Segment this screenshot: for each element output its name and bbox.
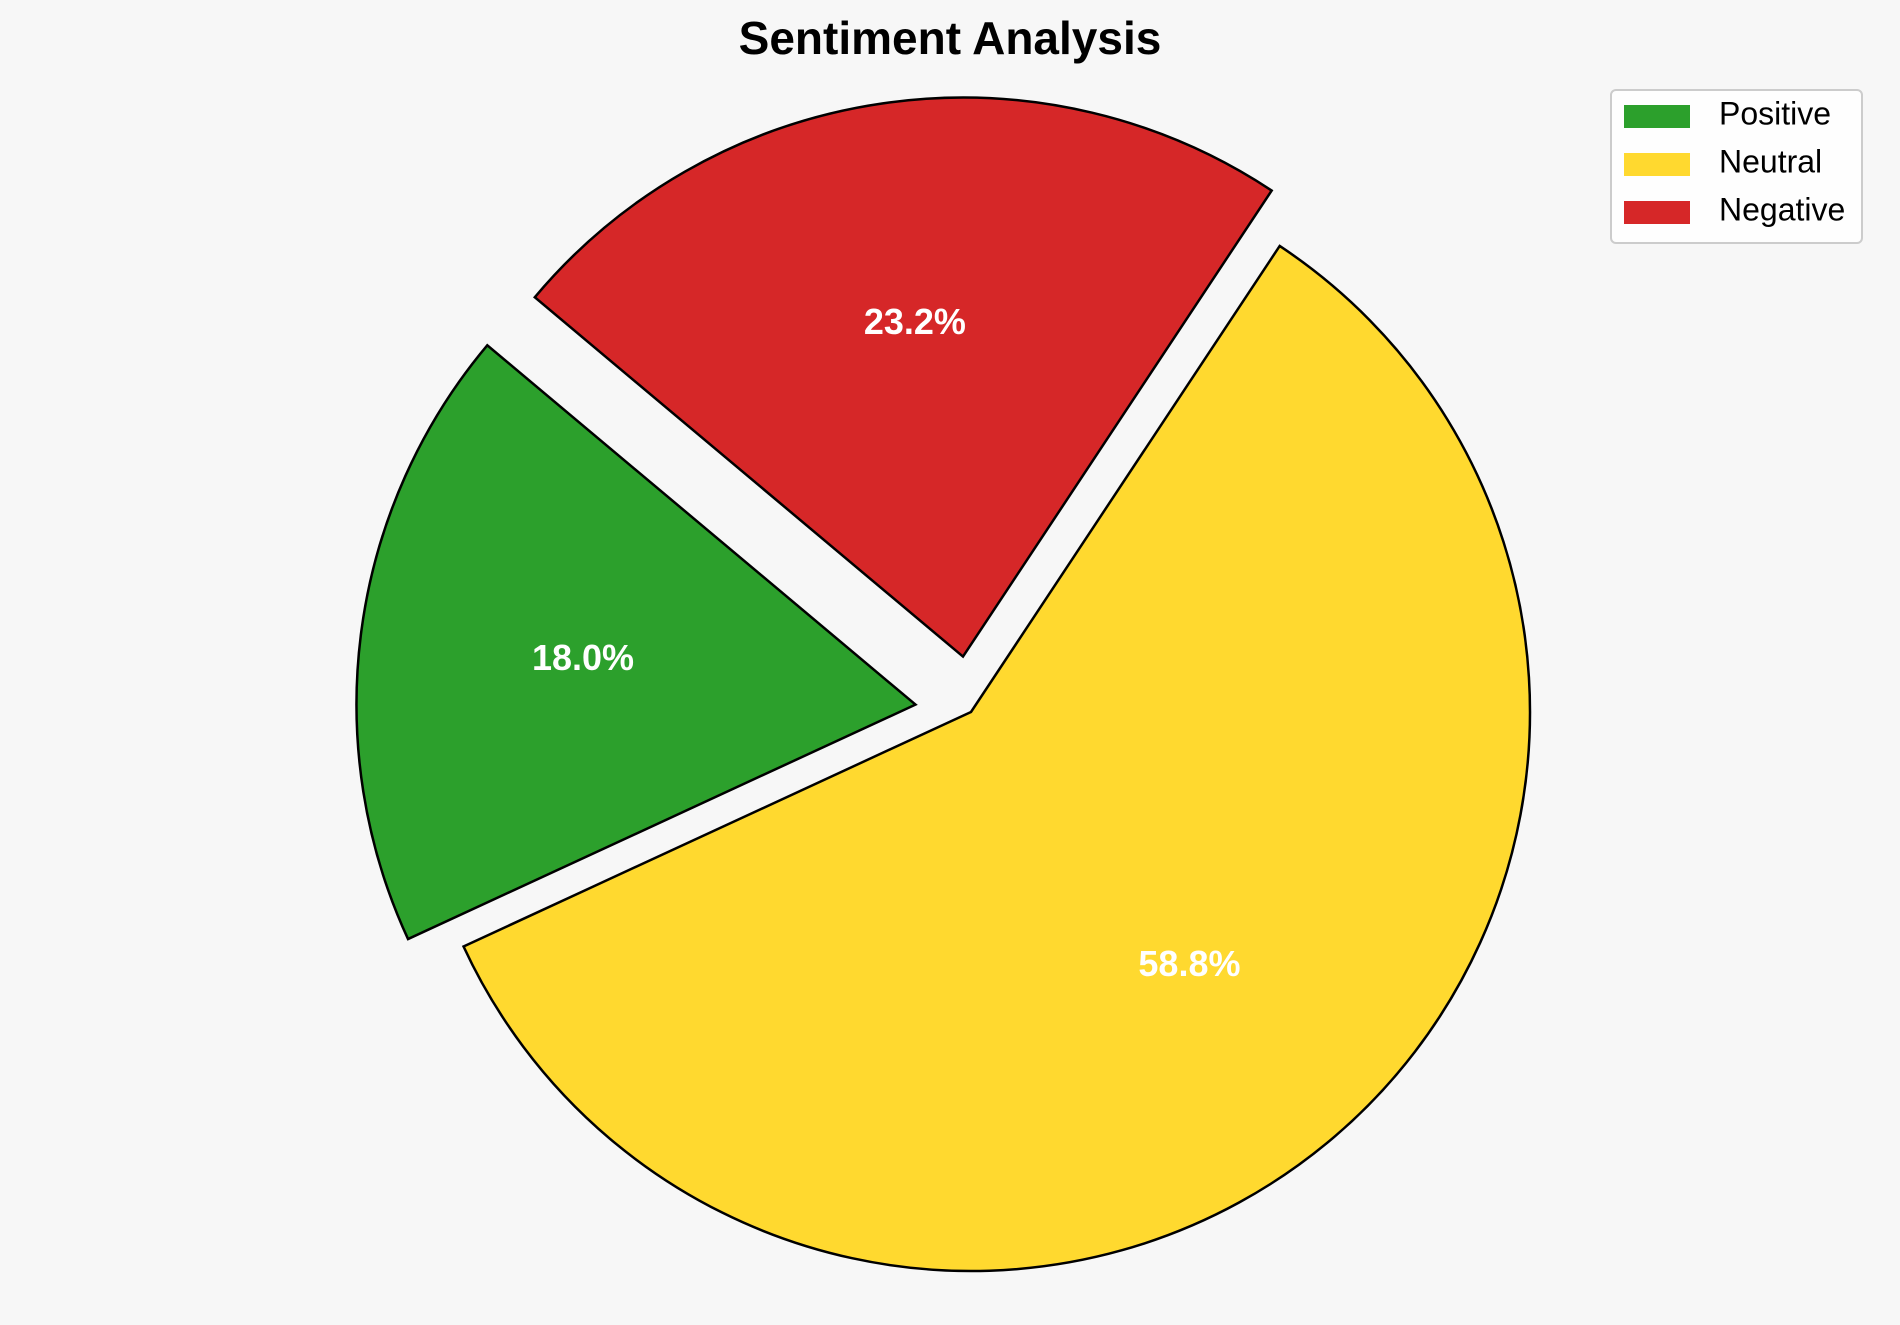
data-label-positive: 18.0% [532,637,634,678]
pie-slices [355,96,1532,1273]
legend-label-neutral: Neutral [1719,143,1822,179]
legend-swatch-positive [1624,105,1690,128]
pie-slice-neutral [461,244,1532,1273]
pie-slice-negative [532,96,1274,659]
chart-title: Sentiment Analysis [739,12,1162,64]
legend-swatch-neutral [1624,153,1690,176]
pie-slice-positive [355,343,918,941]
legend-label-negative: Negative [1719,191,1845,227]
legend: Positive Neutral Negative [1610,89,1863,244]
data-label-negative: 23.2% [864,301,966,342]
pie-data-labels: 18.0% 58.8% 23.2% [532,301,1240,984]
legend-label-positive: Positive [1719,95,1831,131]
legend-swatch-negative [1624,201,1690,224]
data-label-neutral: 58.8% [1138,943,1240,984]
